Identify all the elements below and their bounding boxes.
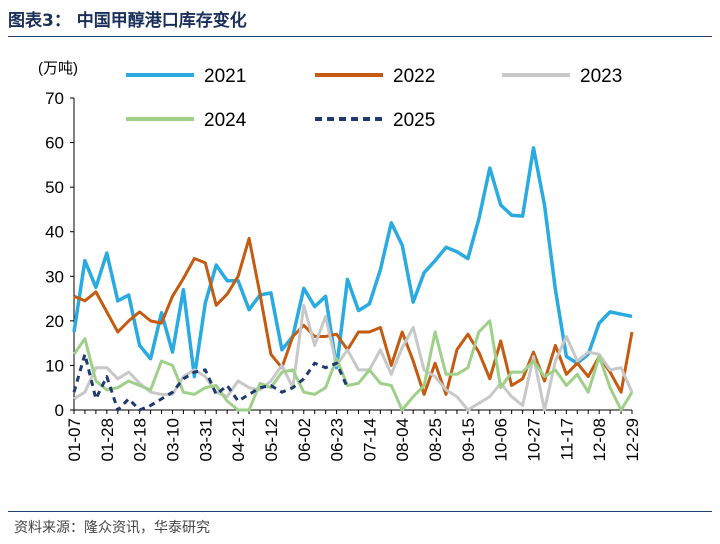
source-note: 资料来源：隆众资讯，华泰研究: [14, 520, 210, 536]
legend-label-2022: 2022: [393, 66, 435, 87]
x-tick-label: 07-14: [360, 418, 379, 461]
y-tick-label: 20: [45, 312, 64, 331]
y-tick-label: 50: [45, 178, 64, 197]
x-tick-label: 12-08: [590, 418, 609, 461]
x-tick-label: 05-12: [262, 418, 281, 461]
y-tick-label: 30: [45, 267, 64, 286]
series-line-2021: [72, 146, 633, 379]
x-tick-label: 01-07: [65, 418, 84, 461]
x-tick-label: 06-23: [328, 418, 347, 461]
y-tick-label: 10: [45, 356, 64, 375]
legend-label-2025: 2025: [393, 110, 435, 131]
legend-label-2021: 2021: [204, 66, 246, 87]
figure-title: 图表3： 中国甲醇港口库存变化: [8, 11, 247, 31]
x-tick-label: 09-15: [459, 418, 478, 461]
series-line-2024: [72, 319, 634, 412]
source-rule: [8, 511, 712, 512]
series-line-2023: [73, 303, 634, 412]
legend-label-2024: 2024: [204, 110, 247, 131]
x-tick-label: 08-25: [426, 418, 445, 461]
x-tick-label: 01-28: [98, 418, 117, 461]
x-tick-label: 03-31: [196, 418, 215, 461]
x-tick-label: 10-27: [525, 418, 544, 461]
y-tick-label: 0: [55, 401, 64, 420]
x-tick-label: 02-18: [131, 418, 150, 461]
x-tick-label: 10-06: [492, 418, 511, 461]
y-tick-label: 40: [45, 223, 64, 242]
x-tick-label: 11-17: [557, 418, 576, 460]
x-tick-label: 03-10: [163, 418, 182, 461]
title-rule: [8, 36, 712, 37]
x-tick-label: 12-29: [623, 418, 642, 461]
y-tick-label: 60: [45, 134, 64, 153]
x-tick-label: 04-21: [229, 418, 248, 461]
y-axis-unit-label: (万吨): [38, 60, 78, 77]
legend-label-2023: 2023: [580, 66, 622, 87]
x-tick-label: 06-02: [295, 418, 314, 461]
y-tick-label: 70: [45, 89, 64, 108]
series-line-2025: [72, 352, 349, 412]
x-tick-label: 08-04: [393, 418, 412, 461]
